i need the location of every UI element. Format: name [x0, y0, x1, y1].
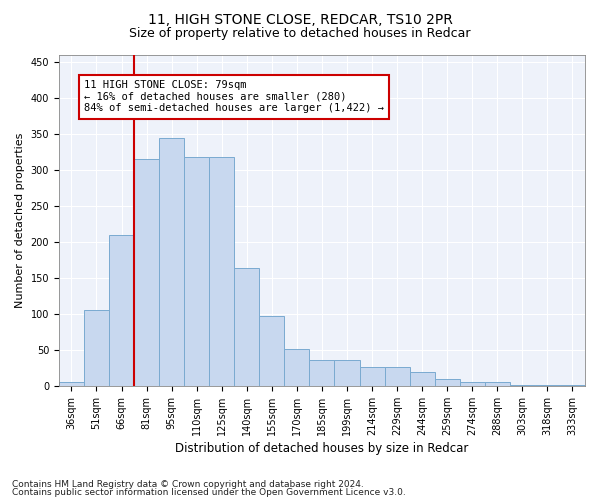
Text: Size of property relative to detached houses in Redcar: Size of property relative to detached ho…: [129, 28, 471, 40]
Bar: [159, 138, 184, 386]
Bar: [134, 158, 159, 386]
Bar: [385, 366, 410, 386]
Y-axis label: Number of detached properties: Number of detached properties: [15, 133, 25, 308]
X-axis label: Distribution of detached houses by size in Redcar: Distribution of detached houses by size …: [175, 442, 469, 455]
Text: 11, HIGH STONE CLOSE, REDCAR, TS10 2PR: 11, HIGH STONE CLOSE, REDCAR, TS10 2PR: [148, 12, 452, 26]
Text: Contains public sector information licensed under the Open Government Licence v3: Contains public sector information licen…: [12, 488, 406, 497]
Bar: [209, 157, 234, 386]
Bar: [359, 366, 385, 386]
Bar: [234, 268, 259, 386]
Bar: [410, 372, 434, 386]
Bar: [485, 382, 510, 386]
Bar: [310, 360, 334, 386]
Bar: [284, 350, 310, 386]
Bar: [184, 157, 209, 386]
Bar: [460, 382, 485, 386]
Bar: [59, 382, 84, 386]
Bar: [84, 310, 109, 386]
Bar: [510, 384, 535, 386]
Text: Contains HM Land Registry data © Crown copyright and database right 2024.: Contains HM Land Registry data © Crown c…: [12, 480, 364, 489]
Bar: [560, 385, 585, 386]
Bar: [109, 235, 134, 386]
Bar: [334, 360, 359, 386]
Bar: [434, 379, 460, 386]
Text: 11 HIGH STONE CLOSE: 79sqm
← 16% of detached houses are smaller (280)
84% of sem: 11 HIGH STONE CLOSE: 79sqm ← 16% of deta…: [84, 80, 384, 114]
Bar: [259, 316, 284, 386]
Bar: [535, 385, 560, 386]
